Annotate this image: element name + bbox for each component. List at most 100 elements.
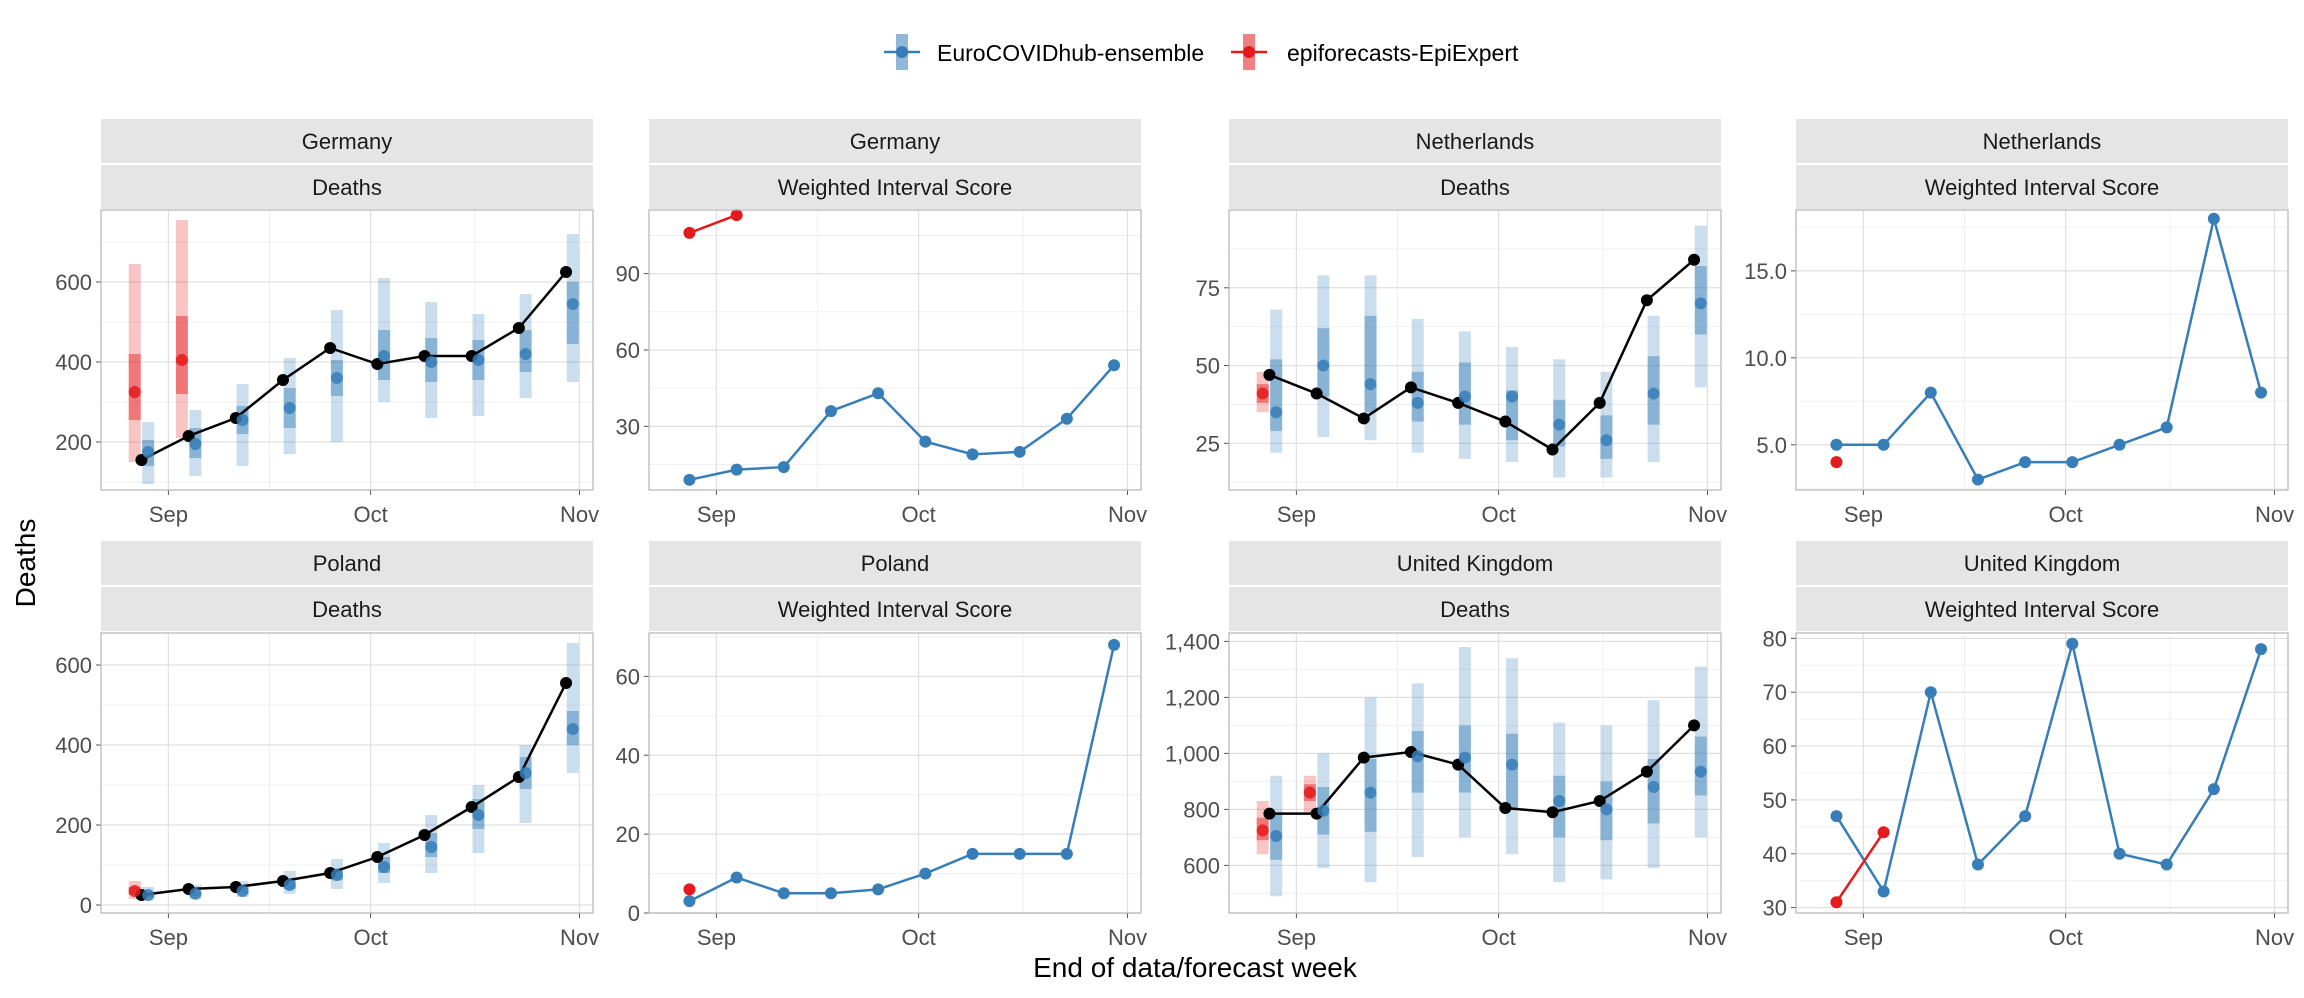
observed-point [1357, 751, 1370, 764]
median-point-eurocovidhub-ensemble [1600, 803, 1613, 816]
y-tick-label: 1,200 [1165, 685, 1220, 710]
y-tick-label: 80 [1763, 626, 1787, 651]
panel-germany-weighted-interval-score: Germany Weighted Interval Score 30 60 90 Sep O… [616, 119, 1147, 527]
observed-point [371, 851, 384, 863]
strip-location-bg [649, 119, 1141, 163]
y-tick-label: 600 [55, 653, 92, 678]
score-point-eurocovidhub-ensemble [777, 887, 790, 900]
median-point-eurocovidhub-ensemble [566, 723, 579, 735]
score-point-eurocovidhub-ensemble [1060, 412, 1073, 425]
median-point-eurocovidhub-ensemble [330, 869, 343, 881]
observed-point [324, 342, 337, 354]
median-point-eurocovidhub-ensemble [1506, 390, 1519, 403]
score-point-eurocovidhub-ensemble [2066, 637, 2079, 650]
median-point-epiforecasts-epiexpert [128, 885, 141, 897]
score-point-eurocovidhub-ensemble [730, 463, 743, 476]
panel-border [648, 209, 1142, 491]
median-point-eurocovidhub-ensemble [1364, 378, 1377, 391]
score-point-eurocovidhub-ensemble [1971, 473, 1984, 486]
median-point-eurocovidhub-ensemble [1364, 786, 1377, 799]
strip-metric-bg [101, 165, 593, 209]
y-tick-label: 1,400 [1165, 629, 1220, 654]
strip-location-bg [1796, 541, 2288, 585]
y-tick-label: 30 [616, 414, 640, 439]
score-point-eurocovidhub-ensemble [2113, 847, 2126, 860]
observed-point [371, 358, 384, 370]
strip-location-label: Netherlands [1416, 129, 1535, 154]
score-point-eurocovidhub-ensemble [1830, 810, 1843, 823]
panel-border [100, 209, 594, 491]
x-tick-label: Oct [2048, 925, 2082, 950]
legend-item-ensemble[interactable]: EuroCOVIDhub-ensemble [884, 34, 1204, 70]
band90-eurocovidhub-ensemble [1411, 318, 1424, 453]
median-point-eurocovidhub-ensemble [519, 348, 532, 360]
strip-location-label: United Kingdom [1964, 551, 2121, 576]
y-tick-label: 70 [1763, 680, 1787, 705]
median-point-eurocovidhub-ensemble [1553, 418, 1566, 431]
band90-eurocovidhub-ensemble [1364, 275, 1377, 441]
median-point-eurocovidhub-ensemble [425, 356, 438, 368]
observed-point [1263, 368, 1276, 381]
y-tick-label: 40 [1763, 842, 1787, 867]
score-point-eurocovidhub-ensemble [1013, 445, 1026, 458]
y-tick-label: 0 [80, 893, 92, 918]
y-tick-label: 75 [1196, 276, 1220, 301]
panel-united-kingdom-deaths: United Kingdom Deaths 600 800 1,000 1,200 1,40… [1165, 541, 1727, 950]
panel-border [1228, 209, 1722, 491]
strip-location-bg [1796, 119, 2288, 163]
score-point-eurocovidhub-ensemble [2207, 212, 2220, 225]
strip-metric-label: Weighted Interval Score [778, 175, 1012, 200]
x-tick-label: Sep [697, 502, 736, 527]
observed-point [182, 430, 195, 442]
score-line-epiforecasts-epiexpert [1835, 831, 1885, 903]
strip-metric-bg [1796, 587, 2288, 631]
x-tick-label: Sep [697, 925, 736, 950]
median-point-eurocovidhub-ensemble [142, 889, 155, 901]
legend-item-epiexpert[interactable]: epiforecasts-EpiExpert [1231, 34, 1519, 70]
strip-metric-bg [649, 587, 1141, 631]
score-point-epiforecasts-epiexpert [1830, 896, 1843, 909]
band90-eurocovidhub-ensemble [519, 294, 532, 398]
x-tick-label: Sep [1844, 925, 1883, 950]
band50-eurocovidhub-ensemble [1364, 315, 1377, 413]
band50-eurocovidhub-ensemble [1411, 371, 1424, 422]
median-point-eurocovidhub-ensemble [566, 298, 579, 310]
score-point-eurocovidhub-ensemble [1013, 847, 1026, 860]
strip-metric-label: Deaths [312, 597, 382, 622]
score-point-eurocovidhub-ensemble [1877, 885, 1890, 898]
observed-point [1357, 412, 1370, 425]
score-point-eurocovidhub-ensemble [2255, 643, 2268, 656]
score-point-epiforecasts-epiexpert [730, 209, 743, 222]
median-point-epiforecasts-epiexpert [1303, 786, 1316, 799]
observed-point [1499, 802, 1512, 814]
score-point-eurocovidhub-ensemble [824, 405, 837, 418]
band90-eurocovidhub-ensemble [1600, 725, 1613, 880]
panel-border [1795, 632, 2289, 914]
x-tick-label: Nov [1688, 502, 1727, 527]
panel-united-kingdom-weighted-interval-score: United Kingdom Weighted Interval Score 30 4… [1763, 541, 2294, 950]
median-point-eurocovidhub-ensemble [1647, 387, 1660, 400]
x-tick-label: Oct [901, 925, 935, 950]
x-tick-label: Nov [1108, 925, 1147, 950]
y-tick-label: 600 [1183, 853, 1220, 878]
x-tick-label: Sep [1277, 502, 1316, 527]
band50-eurocovidhub-ensemble [566, 282, 579, 344]
score-point-eurocovidhub-ensemble [1877, 438, 1890, 451]
y-axis-title: Deaths [10, 519, 41, 608]
legend-label-ensemble: EuroCOVIDhub-ensemble [937, 40, 1204, 66]
x-tick-label: Nov [2255, 925, 2294, 950]
median-point-eurocovidhub-ensemble [1694, 297, 1707, 310]
plot-area [1796, 210, 2288, 490]
score-point-eurocovidhub-ensemble [1924, 686, 1937, 699]
x-tick-label: Oct [901, 502, 935, 527]
score-point-eurocovidhub-ensemble [683, 895, 696, 908]
x-tick-label: Nov [560, 925, 599, 950]
strip-location-bg [1229, 119, 1721, 163]
median-point-eurocovidhub-ensemble [283, 879, 296, 891]
median-point-eurocovidhub-ensemble [425, 841, 438, 853]
y-tick-label: 60 [616, 664, 640, 689]
score-point-eurocovidhub-ensemble [2207, 783, 2220, 796]
strip-metric-label: Weighted Interval Score [778, 597, 1012, 622]
score-line-eurocovidhub-ensemble [1836, 218, 2263, 482]
strip-location-label: United Kingdom [1397, 551, 1554, 576]
